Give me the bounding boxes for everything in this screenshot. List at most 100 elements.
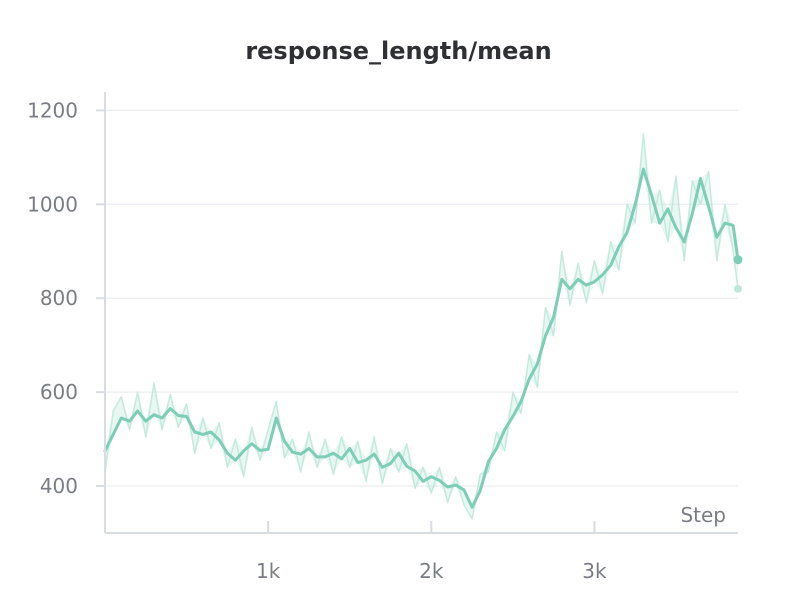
raw-data-point xyxy=(601,292,604,295)
raw-data-point xyxy=(699,203,702,206)
smoothed-data-point xyxy=(291,451,294,454)
smoothed-data-point xyxy=(495,447,498,450)
smoothed-data-point xyxy=(340,457,343,460)
raw-data-point xyxy=(568,304,571,307)
raw-data-point xyxy=(413,487,416,490)
smoothed-data-point xyxy=(568,287,571,290)
smoothed-data-point xyxy=(552,316,555,319)
raw-data-point xyxy=(405,442,408,445)
raw-data-point xyxy=(650,221,653,224)
smoothed-data-point xyxy=(560,278,563,281)
smoothed-data-point xyxy=(634,203,637,206)
raw-data-point xyxy=(544,306,547,309)
raw-data-point xyxy=(454,475,457,478)
smoothed-data-point xyxy=(397,452,400,455)
smoothed-data-point xyxy=(650,193,653,196)
smoothed-data-point xyxy=(307,447,310,450)
raw-data-point xyxy=(315,466,318,469)
raw-data-point xyxy=(283,456,286,459)
smoothed-data-point xyxy=(544,334,547,337)
x-axis-ticks: 1k 2k 3k xyxy=(256,521,607,583)
y-tick-label: 400 xyxy=(40,474,78,498)
smoothed-data-point xyxy=(585,284,588,287)
smoothed-data-point xyxy=(715,236,718,239)
smoothed-data-point xyxy=(454,484,457,487)
raw-data-point xyxy=(528,353,531,356)
raw-data-point xyxy=(389,447,392,450)
raw-data-point xyxy=(707,170,710,173)
smoothed-data-point xyxy=(136,409,139,412)
smoothed-data-point xyxy=(642,168,645,171)
smoothed-data-point xyxy=(691,212,694,215)
raw-data-point xyxy=(609,240,612,243)
raw-data-point xyxy=(193,452,196,455)
smoothed-data-point xyxy=(389,462,392,465)
raw-data-point xyxy=(470,517,473,520)
smoothed-data-point xyxy=(593,280,596,283)
raw-data-point xyxy=(674,175,677,178)
raw-data-point xyxy=(430,491,433,494)
smoothed-data-point xyxy=(707,205,710,208)
smoothed-data-point xyxy=(699,177,702,180)
smoothed-data-point xyxy=(373,453,376,456)
smoothed-data-point xyxy=(601,273,604,276)
raw-data-point xyxy=(258,459,261,462)
smoothed-data-point xyxy=(577,278,580,281)
y-tick-label: 800 xyxy=(40,286,78,310)
smoothed-data-point xyxy=(413,470,416,473)
smoothed-data-point xyxy=(234,459,237,462)
raw-data-point xyxy=(161,428,164,431)
y-tick-label: 1200 xyxy=(27,98,78,122)
raw-data-point xyxy=(226,466,229,469)
raw-data-point xyxy=(479,473,482,476)
smoothed-data-point xyxy=(218,439,221,442)
raw-data-point xyxy=(144,435,147,438)
raw-data-point xyxy=(169,393,172,396)
smoothed-data-point xyxy=(152,413,155,416)
raw-data-point xyxy=(373,435,376,438)
raw-data-point xyxy=(552,334,555,337)
smoothed-series-line xyxy=(103,167,740,509)
smoothed-data-point xyxy=(177,414,180,417)
raw-data-point xyxy=(462,503,465,506)
raw-data-point xyxy=(666,240,669,243)
smoothed-data-point xyxy=(405,465,408,468)
smoothed-data-point xyxy=(723,222,726,225)
raw-series xyxy=(104,133,742,520)
raw-data-point xyxy=(112,409,115,412)
raw-data-point xyxy=(185,402,188,405)
raw-data-point xyxy=(201,416,204,419)
x-axis-label: Step xyxy=(680,503,726,527)
raw-data-point xyxy=(683,259,686,262)
smoothed-data-point xyxy=(332,452,335,455)
gridlines xyxy=(105,109,738,487)
smoothed-data-point xyxy=(193,431,196,434)
smoothed-data-point xyxy=(479,489,482,492)
raw-data-point xyxy=(152,381,155,384)
x-tick-label: 1k xyxy=(256,559,281,583)
raw-data-point xyxy=(120,395,123,398)
smoothed-data-point xyxy=(250,442,253,445)
raw-data-point xyxy=(381,482,384,485)
raw-data-point xyxy=(495,430,498,433)
smoothed-data-point xyxy=(462,488,465,491)
smoothed-data-point xyxy=(210,431,213,434)
smoothed-data-point xyxy=(438,479,441,482)
raw-data-point xyxy=(519,412,522,415)
smoothed-data-point xyxy=(471,506,474,509)
raw-data-point xyxy=(438,466,441,469)
smoothed-data-point xyxy=(144,420,147,423)
raw-data-point xyxy=(536,386,539,389)
smoothed-data-point xyxy=(283,440,286,443)
smoothed-data-point xyxy=(258,449,261,452)
smoothed-data-point xyxy=(185,415,188,418)
smoothed-data-point xyxy=(446,485,449,488)
smoothed-data-point xyxy=(169,407,172,410)
raw-data-point xyxy=(177,426,180,429)
smoothed-data-point xyxy=(128,420,131,423)
raw-data-point xyxy=(593,259,596,262)
smoothed-data-point xyxy=(666,208,669,211)
chart-title: response_length/mean xyxy=(245,37,551,65)
